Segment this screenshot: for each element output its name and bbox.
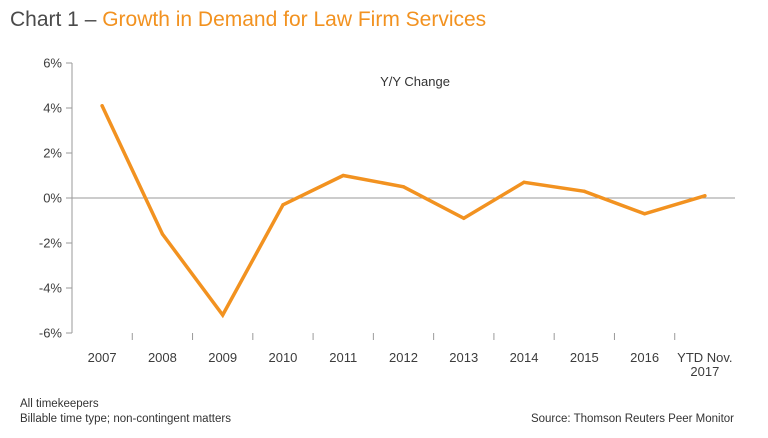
x-tick-label: 2007 <box>88 350 117 365</box>
chart-series <box>100 104 707 319</box>
x-tick-label: 2010 <box>268 350 297 365</box>
x-tick-label-line: 2010 <box>268 350 297 365</box>
data-point <box>160 232 165 236</box>
y-tick-label: -6% <box>39 326 63 341</box>
x-tick-label-line: 2007 <box>88 350 117 365</box>
x-tick-label-line: 2014 <box>510 350 539 365</box>
y-tick-label: -2% <box>39 236 63 251</box>
x-tick-label-line: 2015 <box>570 350 599 365</box>
x-tick-label-line: 2017 <box>690 364 719 379</box>
x-tick-label: 2011 <box>329 350 357 365</box>
data-point <box>100 104 104 108</box>
chart-axes: -6% -4% -2% 0% 2% 4% 6% 2007 2008 2009 2010 2011 201… <box>39 56 735 379</box>
x-tick-label-line: 2016 <box>630 350 659 365</box>
x-tick-label: YTD Nov. 2017 <box>677 350 732 379</box>
chart-title-prefix: Chart 1 – <box>10 8 103 31</box>
x-tick-label: 2012 <box>389 350 418 365</box>
x-tick-label: 2008 <box>148 350 177 365</box>
x-tick-label: 2013 <box>449 350 478 365</box>
data-point <box>703 194 707 198</box>
x-tick-label: 2015 <box>570 350 599 365</box>
data-point <box>522 180 526 184</box>
series-line-yy-change <box>100 104 707 319</box>
x-tick-label-line: 2012 <box>389 350 418 365</box>
y-tick-label: -4% <box>39 281 63 296</box>
data-point <box>341 173 345 178</box>
data-point <box>462 216 466 220</box>
x-tick-label-line: YTD Nov. <box>677 350 732 365</box>
y-tick-label: 6% <box>43 56 62 71</box>
x-tick-label: 2009 <box>208 350 237 365</box>
chart-title-main: Growth in Demand for Law Firm Services <box>102 8 487 31</box>
footnote-billable: Billable time type; non-contingent matte… <box>20 413 231 425</box>
footnote-timekeepers: All timekeepers <box>20 398 99 410</box>
y-tick-label: 2% <box>43 146 62 161</box>
x-tick-label-line: 2009 <box>208 350 237 365</box>
data-point <box>281 203 285 207</box>
x-tick-label: 2014 <box>510 350 539 365</box>
y-tick-label: 4% <box>43 101 62 116</box>
x-tick-label: 2016 <box>630 350 659 365</box>
x-tick-label-line: 2013 <box>449 350 478 365</box>
chart-title: Chart 1 – Growth in Demand for Law Firm … <box>10 6 486 34</box>
data-point <box>221 313 225 317</box>
data-point <box>401 185 406 189</box>
y-tick-label: 0% <box>43 191 62 206</box>
data-point <box>642 212 647 216</box>
x-tick-label-line: 2011 <box>329 350 357 365</box>
source-note: Source: Thomson Reuters Peer Monitor <box>530 413 734 425</box>
footnotes: All timekeepers Billable time type; non-… <box>20 397 231 427</box>
series-label: Y/Y Change <box>380 74 450 89</box>
data-point <box>582 189 586 193</box>
x-tick-label-line: 2008 <box>148 350 177 365</box>
